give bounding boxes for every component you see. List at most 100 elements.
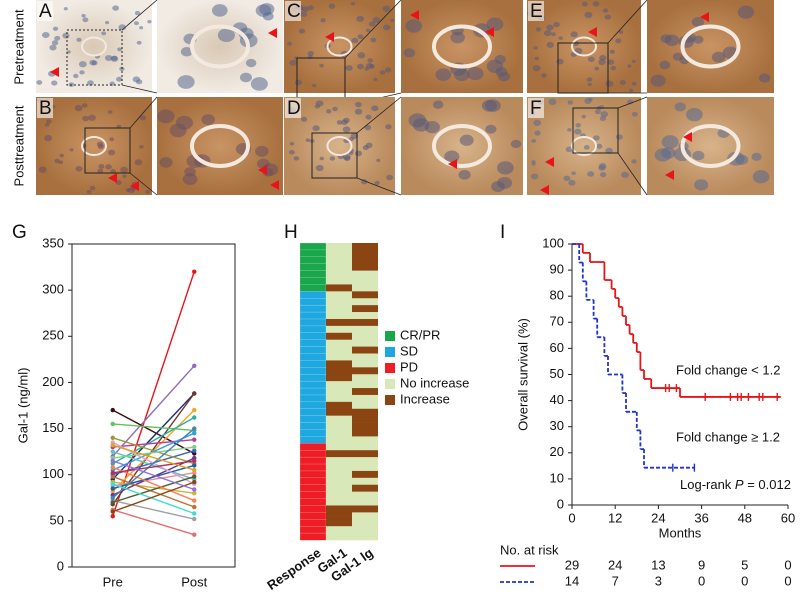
annotation-value: = 0.012 [744,477,791,492]
nucleus [329,156,336,161]
vessel [680,124,741,168]
cell [326,270,352,278]
nucleus [289,141,295,146]
nucleus [157,109,175,124]
nucleus [383,24,391,31]
pair-line [112,423,195,432]
nucleus [139,144,144,149]
cell [326,291,352,299]
vessel [571,36,597,57]
nucleus [494,54,506,64]
cell [352,394,378,403]
nucleus [599,171,607,178]
pair-line [112,365,195,457]
micrograph [36,97,152,195]
nucleus [376,158,381,162]
nucleus [133,21,139,26]
zoom-box [311,132,358,179]
arrow [588,27,597,37]
pair-line [112,509,195,536]
nucleus [558,36,563,40]
x-tick-label: 24 [651,510,665,525]
nucleus [255,145,269,157]
nucleus [364,67,369,71]
annotation-text: Log-rank [680,477,735,492]
legend-label: PD [400,359,418,374]
nucleus [594,66,600,71]
pair-line [112,460,195,474]
pair-line [112,446,195,459]
nucleus [584,11,593,19]
cell [299,415,327,424]
arrow [108,173,117,183]
nucleus [599,105,605,110]
cell [299,380,327,389]
cell [299,422,327,430]
point [192,490,197,496]
nucleus [58,160,64,165]
zoom-line [356,177,402,196]
cell [352,325,378,334]
vessel [81,36,107,57]
nucleus [357,34,364,40]
nucleus [618,30,624,34]
nucleus [368,64,375,69]
nucleus [116,76,123,82]
cell [299,429,327,437]
nucleus [349,136,355,141]
nucleus [631,81,637,86]
nucleus [570,31,578,38]
nucleus [74,104,83,112]
nucleus [41,31,50,39]
nucleus [543,30,552,37]
nucleus [598,164,606,171]
arrow [268,28,277,38]
risk-count: 3 [655,573,662,588]
nucleus [586,77,593,82]
nucleus [631,159,637,164]
arrow [50,67,59,77]
cell [299,311,327,320]
cell [299,512,327,520]
pair-line [112,428,195,499]
legend-swatch [385,379,395,389]
vessel [680,24,741,69]
y-tick-label: 0 [557,496,564,511]
risk-count: 13 [651,557,665,572]
nucleus [497,71,510,82]
nucleus [66,50,71,54]
vessel [190,124,250,168]
cell [352,464,378,472]
nucleus [365,142,373,149]
cell [326,332,352,340]
nucleus [116,124,122,129]
pair-line [112,271,195,517]
cell [352,360,378,368]
nucleus [108,149,116,156]
nucleus [384,67,392,73]
nucleus [109,137,115,142]
nucleus [535,27,542,32]
cell [299,408,327,417]
cell [352,415,378,423]
nucleus [356,63,365,70]
nucleus [382,5,391,12]
nucleus [497,161,514,175]
pair-line [112,409,195,455]
nucleus [600,111,609,118]
cell [326,422,352,430]
cell [299,284,327,292]
nucleus [581,114,587,119]
nucleus [604,14,612,20]
cell [352,277,378,285]
nucleus [134,10,141,16]
nucleus [694,179,709,191]
risk-table-title: No. at risk [500,542,559,557]
cell [326,512,352,520]
cell [326,464,352,472]
cell [352,422,378,430]
cell [352,249,378,258]
risk-count: 0 [741,573,748,588]
nucleus [336,120,343,125]
